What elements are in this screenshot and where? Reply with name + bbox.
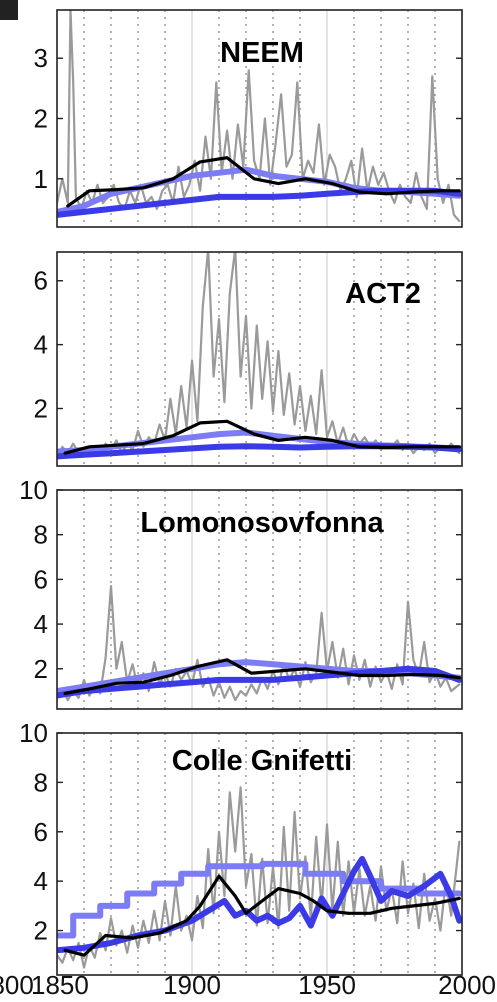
series-line-blue: [57, 187, 462, 218]
panel-1: 1 2 3 NEEM: [34, 9, 463, 228]
y-tick-label: 2: [34, 916, 48, 946]
y-tick-label: 2: [34, 394, 48, 424]
panel-title: Colle Gnifetti: [172, 745, 352, 777]
panels-layer: 1 2 3 NEEM 2 4 6 ACT2 2 4 6 8 10 Lomonosovfonna 2 4 6 8 10…: [19, 9, 463, 976]
panel-background: [57, 733, 462, 975]
panel-title: NEEM: [220, 37, 304, 69]
x-axis: 1800 1850 1900 1950 2000: [0, 970, 496, 1000]
y-tick-label: 4: [34, 866, 48, 896]
series-line-light-blue: [57, 860, 462, 939]
series-line-black: [63, 419, 461, 455]
series-group: [57, 585, 462, 702]
y-tick-label: 6: [34, 817, 48, 847]
panel-title: Lomonosovfonna: [140, 507, 384, 539]
series-group: [57, 786, 462, 969]
series-line-black: [63, 658, 461, 695]
y-tick-label: 4: [34, 609, 48, 639]
panel-frame: [56, 251, 463, 467]
x-tick-label: 1850: [31, 970, 89, 1000]
y-tick-label: 6: [34, 266, 48, 296]
top-left-corner-mark: [0, 0, 18, 20]
y-tick-label: 10: [19, 718, 48, 748]
panel-frame: [56, 732, 463, 976]
y-tick-label: 2: [34, 654, 48, 684]
panel-3: 2 4 6 8 10 Lomonosovfonna: [19, 475, 463, 710]
x-tick-label: 1900: [163, 970, 221, 1000]
x-tick-label: 2000: [438, 970, 496, 1000]
panel-title: ACT2: [345, 278, 421, 310]
series-line-blue: [57, 665, 462, 699]
y-tick-label: 4: [34, 330, 48, 360]
series-group: [57, 10, 462, 223]
panel-frame: [56, 489, 463, 710]
series-line-black: [63, 874, 461, 957]
series-line-black: [66, 156, 461, 208]
y-tick-label: 10: [19, 475, 48, 505]
y-tick-label: 2: [34, 104, 48, 134]
y-tick-label: 1: [34, 164, 48, 194]
series-line-gray: [57, 585, 461, 702]
y-tick-label: 6: [34, 564, 48, 594]
series-group: [57, 252, 462, 460]
x-tick-label-partial: 1800: [0, 970, 34, 1000]
y-tick-label: 3: [34, 43, 48, 73]
y-tick-label: 8: [34, 767, 48, 797]
panel-2: 2 4 6 ACT2: [34, 251, 463, 467]
x-tick-label: 1950: [298, 970, 356, 1000]
panel-4: 2 4 6 8 10 Colle Gnifetti: [19, 718, 463, 976]
y-tick-label: 8: [34, 520, 48, 550]
